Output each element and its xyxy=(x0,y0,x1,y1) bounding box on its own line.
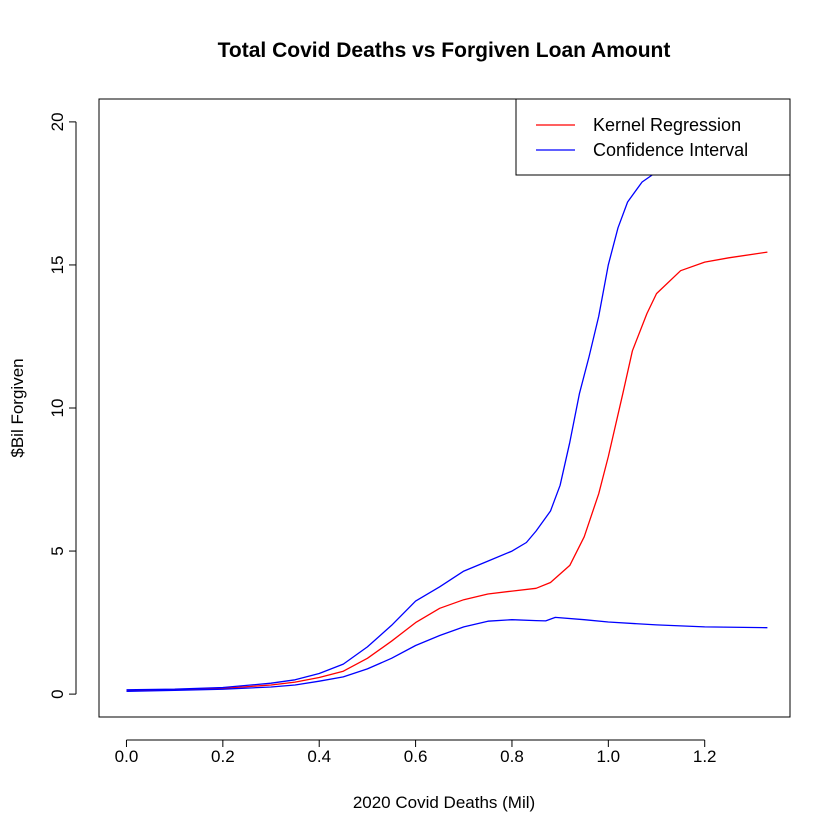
legend-label-confidence-interval: Confidence Interval xyxy=(593,140,748,160)
chart-title: Total Covid Deaths vs Forgiven Loan Amou… xyxy=(218,39,671,62)
x-tick-label: 0.6 xyxy=(404,747,428,766)
x-tick-label: 1.2 xyxy=(693,747,717,766)
confidence-interval-line-1 xyxy=(126,167,672,691)
legend-label-kernel-regression: Kernel Regression xyxy=(593,115,741,135)
confidence-interval-line-2 xyxy=(126,616,768,692)
y-tick-label: 0 xyxy=(48,689,67,698)
y-tick-label: 20 xyxy=(48,112,67,131)
legend-box xyxy=(515,98,791,176)
y-axis-label: $Bil Forgiven xyxy=(8,358,27,457)
x-axis-label: 2020 Covid Deaths (Mil) xyxy=(353,793,535,812)
x-tick-label: 0.2 xyxy=(211,747,235,766)
x-tick-label: 0.0 xyxy=(115,747,139,766)
kernel-regression-line-0 xyxy=(126,251,768,692)
axes-layer: 0.0 0.2 0.4 0.6 0.8 1.0 1.2 0 5 10 15 20 xyxy=(48,112,717,766)
plot-frame xyxy=(98,98,791,718)
legend: Kernel Regression Confidence Interval xyxy=(515,98,791,176)
x-tick-label: 0.4 xyxy=(307,747,331,766)
y-tick-label: 10 xyxy=(48,399,67,418)
x-tick-label: 1.0 xyxy=(597,747,621,766)
series-layer xyxy=(126,167,768,692)
y-tick-label: 5 xyxy=(48,546,67,555)
x-tick-label: 0.8 xyxy=(500,747,524,766)
y-tick-label: 15 xyxy=(48,255,67,274)
